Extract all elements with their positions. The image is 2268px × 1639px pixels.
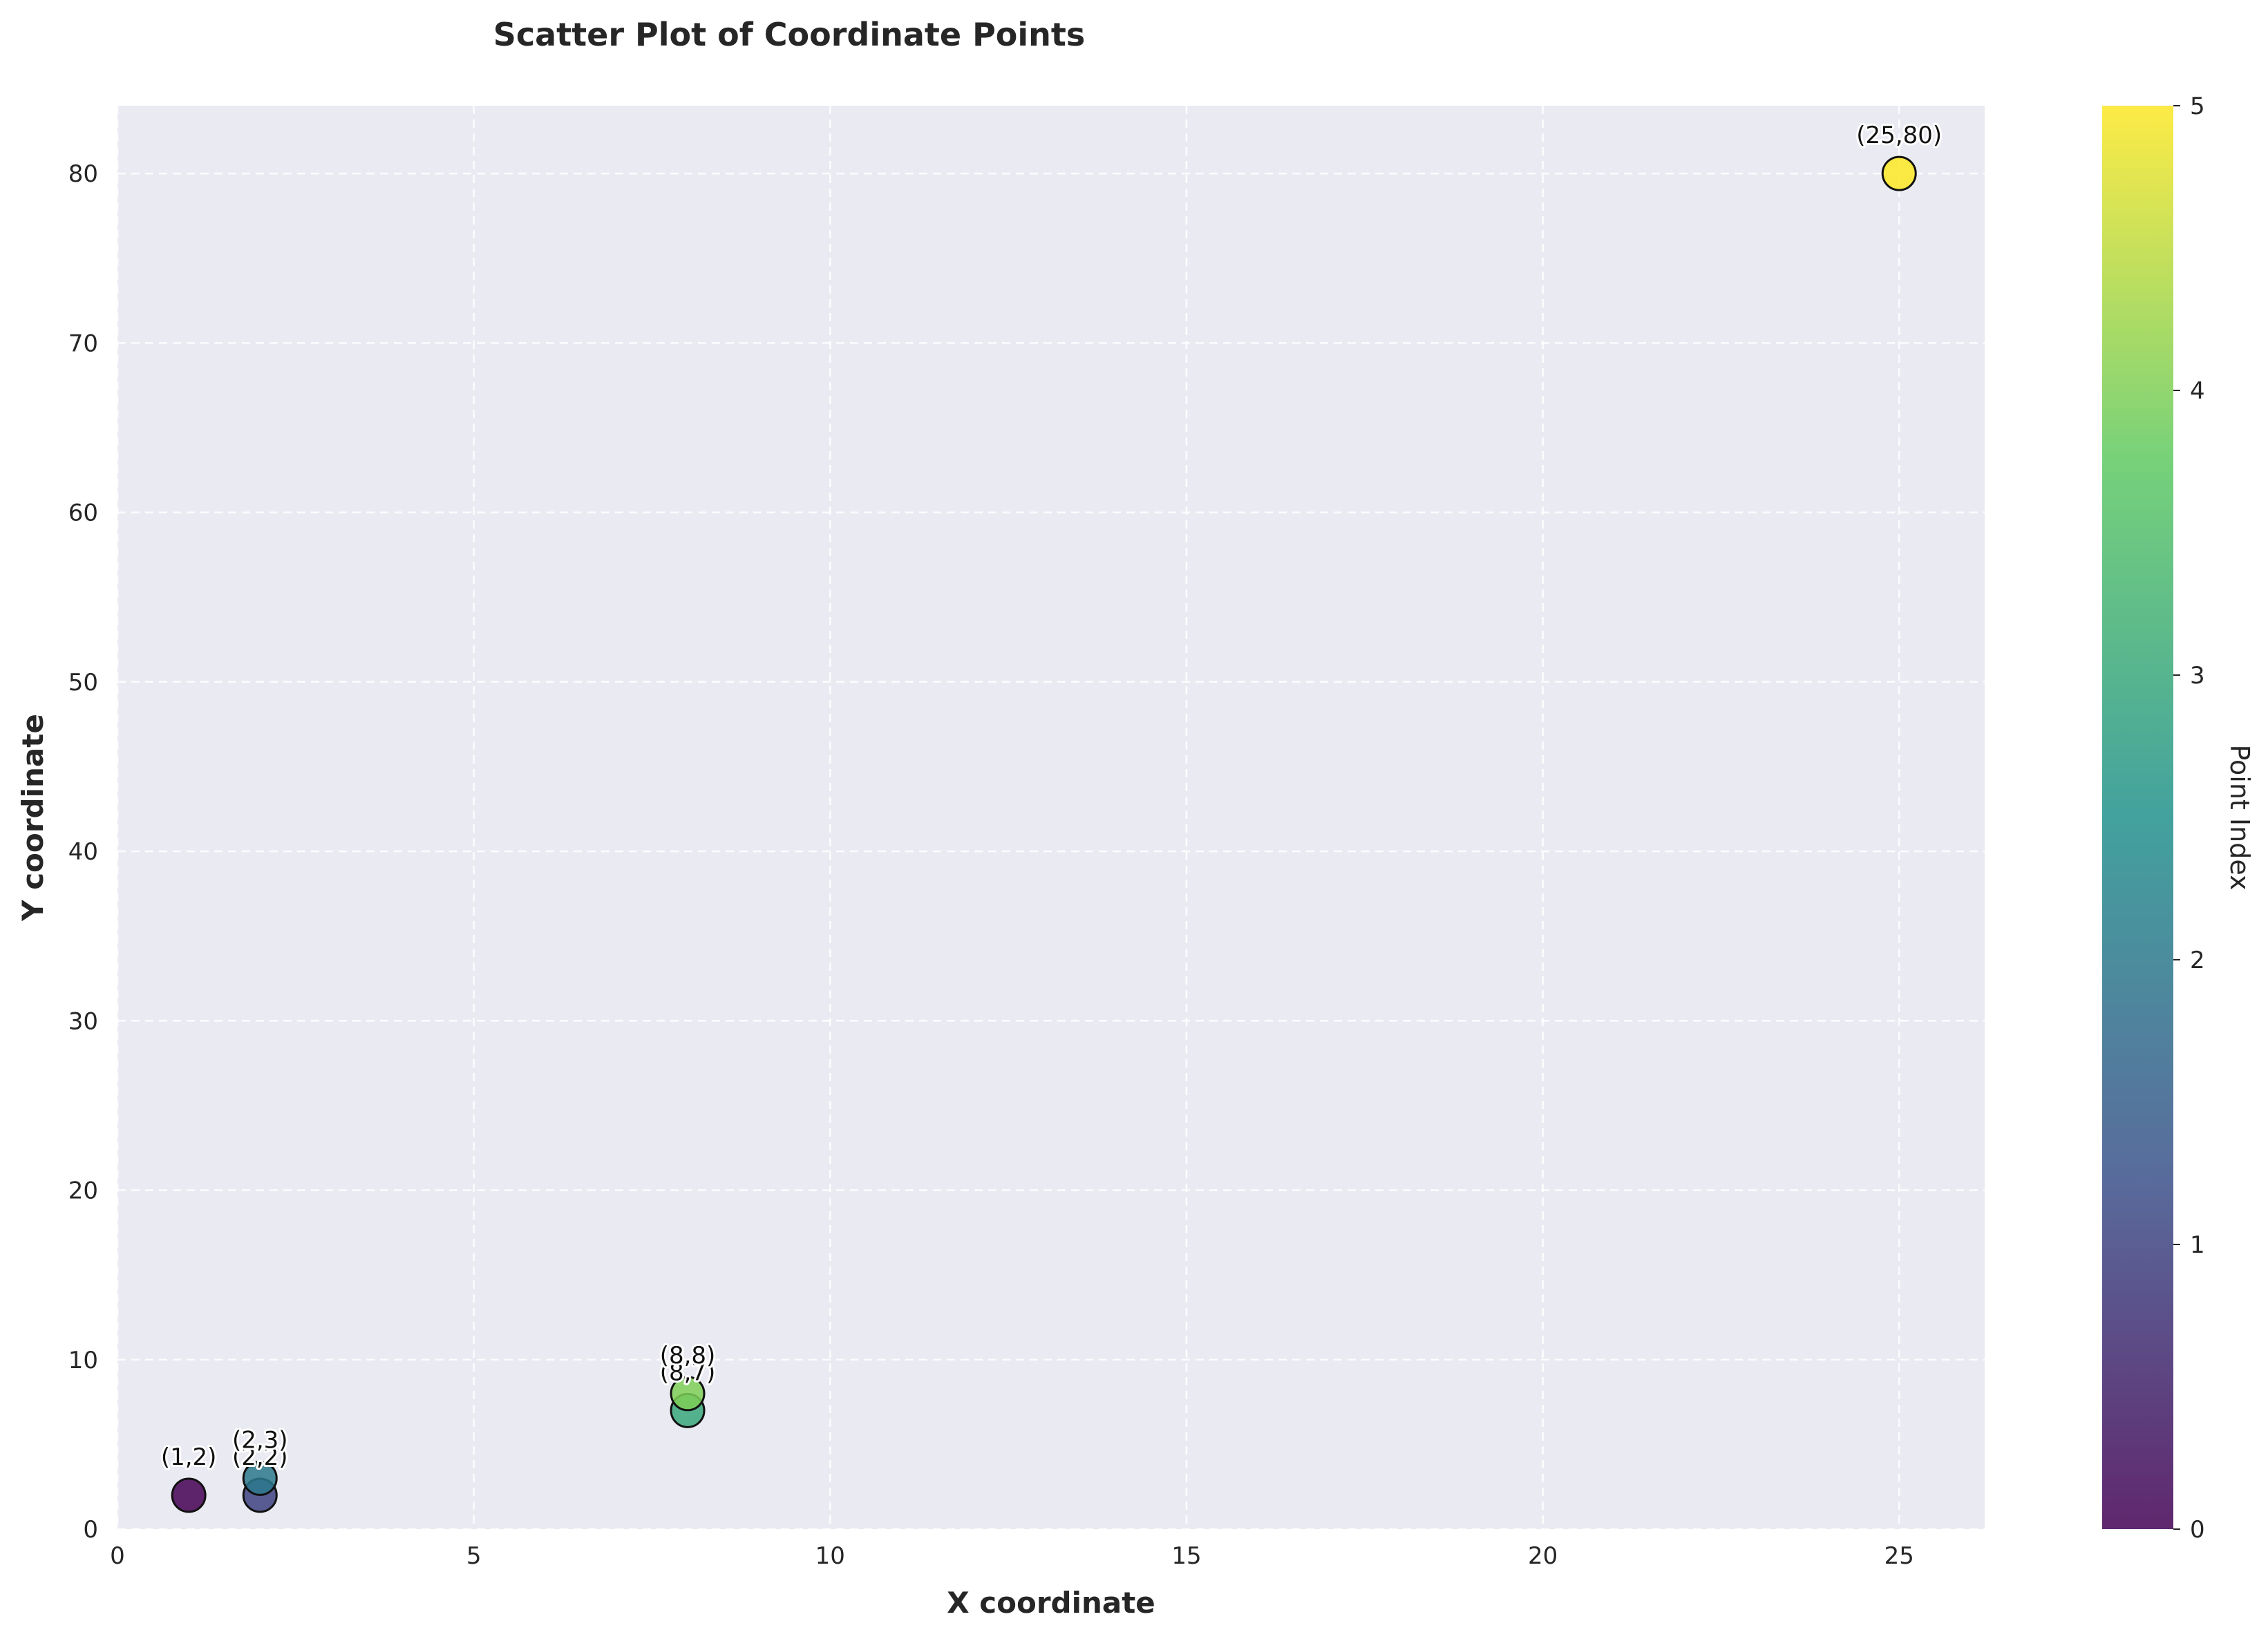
x-tick-label: 5 <box>466 1542 482 1570</box>
y-tick-label: 40 <box>68 838 98 866</box>
colorbar <box>2102 106 2173 1529</box>
data-point-label: (8,7) <box>660 1358 716 1386</box>
data-point <box>670 1376 706 1412</box>
data-point-label: (2,2) <box>232 1443 288 1471</box>
colorbar-tick-label: 0 <box>2190 1516 2205 1544</box>
data-point-label: (1,2) <box>161 1443 217 1471</box>
colorbar-tick-label: 5 <box>2190 93 2205 120</box>
data-point <box>171 1477 207 1513</box>
y-tick-label: 30 <box>68 1007 98 1035</box>
grid <box>116 106 1985 1531</box>
y-axis-ticks: 0 10 20 30 40 50 60 70 80 <box>68 160 98 1544</box>
y-tick-label: 80 <box>68 160 98 188</box>
data-point <box>242 1460 278 1496</box>
data-point-label: (25,80) <box>1856 122 1942 149</box>
x-axis-ticks: 0 5 10 15 20 25 <box>110 1542 1914 1570</box>
x-tick-label: 15 <box>1171 1542 1201 1570</box>
y-axis-label: Y coordinate <box>16 714 50 922</box>
x-tick-label: 0 <box>110 1542 125 1570</box>
x-tick-label: 25 <box>1884 1542 1914 1570</box>
data-point <box>1881 155 1917 191</box>
y-tick-label: 10 <box>68 1347 98 1374</box>
data-point-label: (2,3) <box>232 1426 288 1454</box>
plot-area <box>117 106 1985 1529</box>
y-tick-label: 70 <box>68 330 98 357</box>
y-tick-label: 20 <box>68 1177 98 1205</box>
x-tick-label: 20 <box>1528 1542 1558 1570</box>
data-points <box>171 155 1917 1513</box>
chart-title: Scatter Plot of Coordinate Points <box>493 16 1086 53</box>
y-tick-label: 60 <box>68 500 98 527</box>
x-tick-label: 10 <box>815 1542 845 1570</box>
colorbar-label: Point Index <box>2224 744 2255 890</box>
colorbar-tick-label: 2 <box>2190 947 2205 974</box>
data-point-label: (8,8) <box>660 1342 716 1370</box>
colorbar-tick-label: 4 <box>2190 377 2205 405</box>
x-axis-label: X coordinate <box>947 1586 1155 1620</box>
y-tick-label: 0 <box>83 1516 98 1544</box>
colorbar-tick-label: 1 <box>2190 1231 2205 1259</box>
colorbar-tick-label: 3 <box>2190 662 2205 690</box>
y-tick-label: 50 <box>68 669 98 697</box>
point-labels: (1,2) (2,2)(2,3) (8,7)(8,8) (25,80) <box>159 120 1944 1473</box>
colorbar-ticks: 0 1 2 3 4 5 <box>2173 93 2205 1544</box>
